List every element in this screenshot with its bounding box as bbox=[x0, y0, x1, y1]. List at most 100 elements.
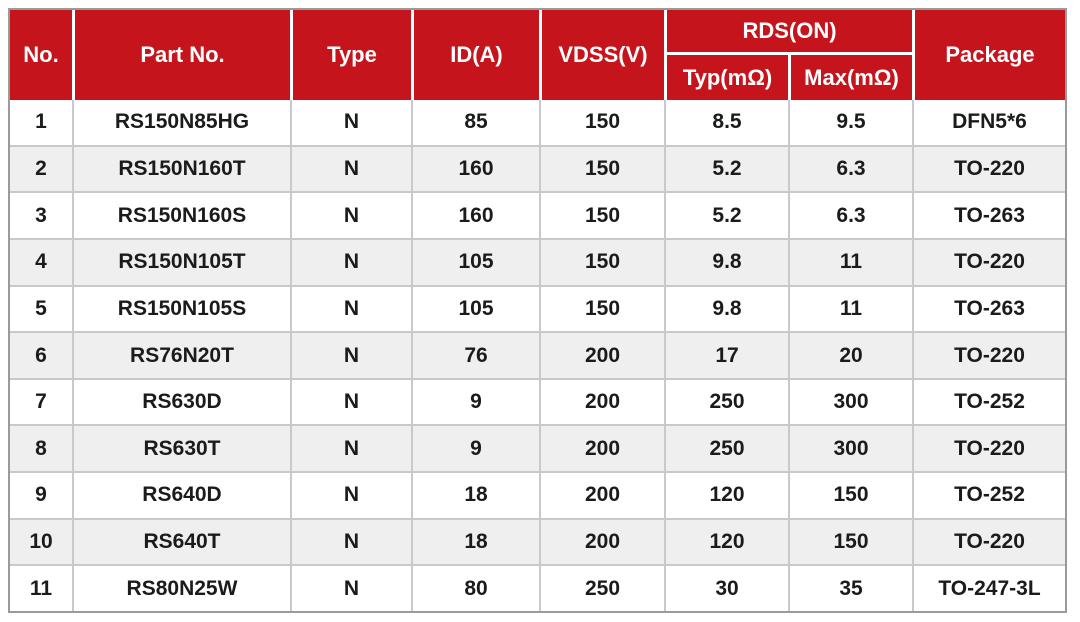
col-header-max: Max(mΩ) bbox=[788, 55, 912, 100]
cell-vdss: 200 bbox=[539, 426, 664, 472]
cell-typ: 5.2 bbox=[664, 146, 788, 192]
cell-id: 9 bbox=[411, 426, 539, 472]
cell-part: RS150N85HG bbox=[72, 100, 290, 145]
col-header-id: ID(A) bbox=[411, 10, 539, 100]
cell-type: N bbox=[290, 566, 411, 612]
cell-id: 160 bbox=[411, 193, 539, 238]
cell-part: RS150N160S bbox=[72, 193, 290, 238]
cell-part: RS630T bbox=[72, 426, 290, 472]
table-row: 10 RS640T N 18 200 120 150 TO-220 bbox=[10, 517, 1065, 565]
cell-typ: 250 bbox=[664, 426, 788, 472]
cell-max: 11 bbox=[788, 239, 912, 285]
table-row: 11 RS80N25W N 80 250 30 35 TO-247-3L bbox=[10, 564, 1065, 612]
table-row: 9 RS640D N 18 200 120 150 TO-252 bbox=[10, 471, 1065, 518]
cell-vdss: 200 bbox=[539, 333, 664, 378]
cell-type: N bbox=[290, 333, 411, 378]
col-header-vdss: VDSS(V) bbox=[539, 10, 664, 100]
cell-vdss: 250 bbox=[539, 566, 664, 612]
cell-typ: 8.5 bbox=[664, 100, 788, 145]
cell-no: 1 bbox=[35, 110, 47, 134]
cell-part: RS150N105S bbox=[72, 286, 290, 332]
cell-max: 35 bbox=[788, 566, 912, 612]
mosfet-spec-table: No. Part No. Type ID(A) VDSS(V) RDS(ON) … bbox=[8, 8, 1067, 613]
cell-package: TO-220 bbox=[912, 426, 1065, 472]
cell-part: RS80N25W bbox=[72, 566, 290, 612]
cell-package: TO-252 bbox=[912, 473, 1065, 518]
cell-id: 76 bbox=[411, 333, 539, 378]
cell-max: 9.5 bbox=[788, 100, 912, 145]
cell-type: N bbox=[290, 100, 411, 145]
table-row: 8 RS630T N 9 200 250 300 TO-220 bbox=[10, 424, 1065, 472]
cell-package: TO-263 bbox=[912, 286, 1065, 332]
cell-type: N bbox=[290, 239, 411, 285]
table-row: 7 RS630D N 9 200 250 300 TO-252 bbox=[10, 377, 1065, 425]
cell-package: TO-247-3L bbox=[912, 566, 1065, 612]
cell-type: N bbox=[290, 379, 411, 425]
rds-subheader-row: Typ(mΩ) Max(mΩ) bbox=[667, 55, 912, 100]
cell-id: 85 bbox=[411, 100, 539, 145]
cell-type: N bbox=[290, 286, 411, 332]
cell-part: RS640T bbox=[72, 519, 290, 565]
cell-no: 11 bbox=[29, 576, 53, 600]
table-row: 4 RS150N105T N 105 150 9.8 11 TO-220 bbox=[10, 237, 1065, 285]
cell-package: TO-220 bbox=[912, 146, 1065, 192]
cell-vdss: 150 bbox=[539, 239, 664, 285]
cell-no: 9 bbox=[35, 483, 47, 507]
cell-package: DFN5*6 bbox=[912, 100, 1065, 145]
table-row: 5 RS150N105S N 105 150 9.8 11 TO-263 bbox=[10, 284, 1065, 332]
col-header-rds-group: RDS(ON) Typ(mΩ) Max(mΩ) bbox=[664, 10, 912, 100]
cell-typ: 120 bbox=[664, 519, 788, 565]
cell-max: 20 bbox=[788, 333, 912, 378]
col-header-rds-on: RDS(ON) bbox=[667, 10, 912, 55]
table-row: 2 RS150N160T N 160 150 5.2 6.3 TO-220 bbox=[10, 144, 1065, 192]
cell-package: TO-252 bbox=[912, 379, 1065, 425]
cell-vdss: 200 bbox=[539, 473, 664, 518]
cell-vdss: 200 bbox=[539, 519, 664, 565]
col-header-package: Package bbox=[912, 10, 1065, 100]
cell-no: 3 bbox=[35, 203, 47, 227]
cell-no: 4 bbox=[35, 250, 47, 274]
cell-id: 160 bbox=[411, 146, 539, 192]
cell-package: TO-220 bbox=[912, 333, 1065, 378]
cell-type: N bbox=[290, 519, 411, 565]
cell-typ: 17 bbox=[664, 333, 788, 378]
col-header-type: Type bbox=[290, 10, 411, 100]
table-row: 1 RS150N85HG N 85 150 8.5 9.5 DFN5*6 bbox=[10, 100, 1065, 145]
cell-no: 7 bbox=[35, 390, 47, 414]
cell-vdss: 150 bbox=[539, 286, 664, 332]
cell-vdss: 150 bbox=[539, 193, 664, 238]
cell-type: N bbox=[290, 146, 411, 192]
cell-typ: 120 bbox=[664, 473, 788, 518]
cell-part: RS640D bbox=[72, 473, 290, 518]
cell-no: 8 bbox=[35, 436, 47, 460]
cell-type: N bbox=[290, 426, 411, 472]
cell-package: TO-220 bbox=[912, 519, 1065, 565]
cell-max: 6.3 bbox=[788, 146, 912, 192]
cell-max: 150 bbox=[788, 473, 912, 518]
cell-typ: 9.8 bbox=[664, 239, 788, 285]
cell-no: 6 bbox=[35, 343, 47, 367]
cell-type: N bbox=[290, 193, 411, 238]
cell-part: RS76N20T bbox=[72, 333, 290, 378]
cell-no: 2 bbox=[35, 156, 47, 180]
cell-max: 300 bbox=[788, 379, 912, 425]
cell-id: 9 bbox=[411, 379, 539, 425]
cell-max: 300 bbox=[788, 426, 912, 472]
col-header-no: No. bbox=[23, 42, 59, 67]
cell-id: 105 bbox=[411, 286, 539, 332]
table-header: No. Part No. Type ID(A) VDSS(V) RDS(ON) … bbox=[10, 10, 1065, 100]
cell-typ: 250 bbox=[664, 379, 788, 425]
cell-part: RS150N105T bbox=[72, 239, 290, 285]
table-row: 3 RS150N160S N 160 150 5.2 6.3 TO-263 bbox=[10, 191, 1065, 238]
cell-max: 150 bbox=[788, 519, 912, 565]
cell-type: N bbox=[290, 473, 411, 518]
cell-id: 80 bbox=[411, 566, 539, 612]
table-row: 6 RS76N20T N 76 200 17 20 TO-220 bbox=[10, 331, 1065, 378]
table-body: 1 RS150N85HG N 85 150 8.5 9.5 DFN5*6 2 RS150N160T… bbox=[10, 100, 1065, 612]
cell-typ: 9.8 bbox=[664, 286, 788, 332]
cell-vdss: 150 bbox=[539, 100, 664, 145]
cell-typ: 30 bbox=[664, 566, 788, 612]
cell-max: 11 bbox=[788, 286, 912, 332]
cell-package: TO-263 bbox=[912, 193, 1065, 238]
cell-vdss: 150 bbox=[539, 146, 664, 192]
